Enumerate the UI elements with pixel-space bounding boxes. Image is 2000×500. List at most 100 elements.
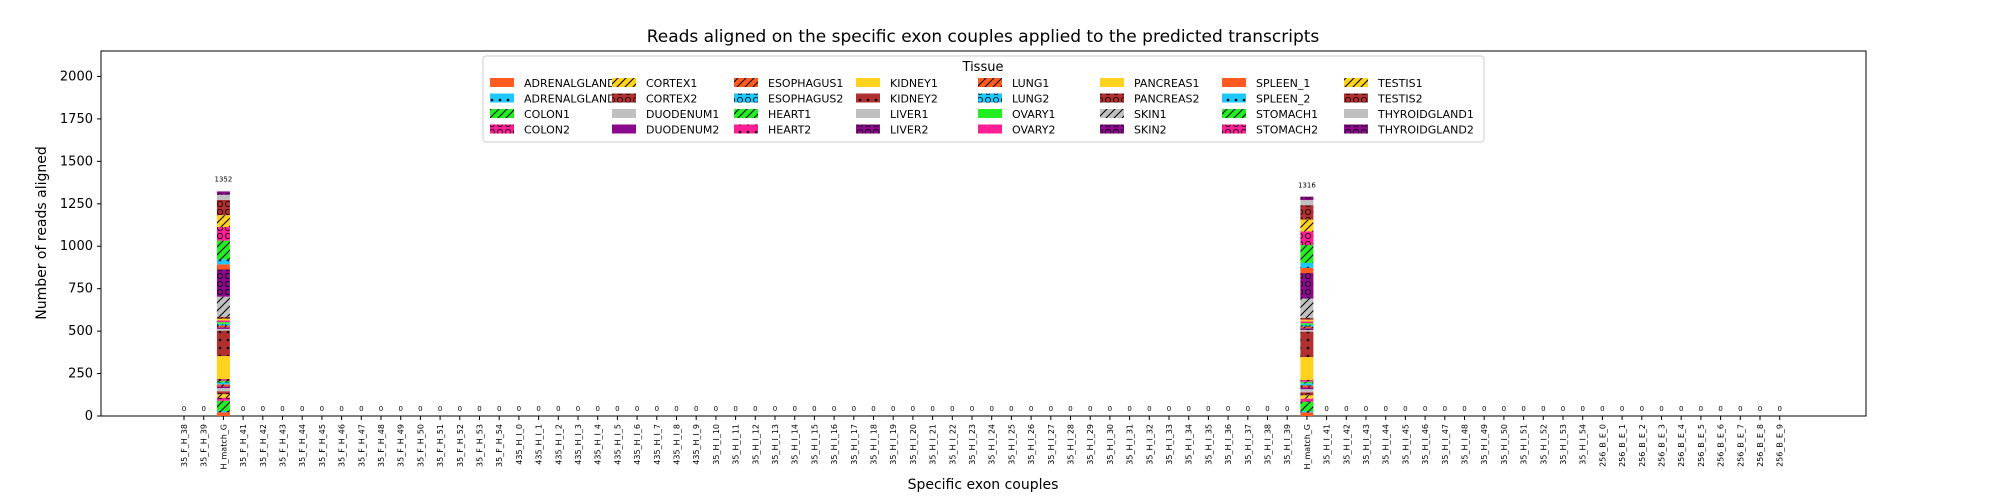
bar-total-label: 0 [989, 405, 993, 413]
y-tick-label: 1000 [60, 239, 93, 254]
x-tick-label: 35_H_I_26 [1027, 424, 1036, 465]
bar-total-label: 0 [773, 405, 777, 413]
bar-segment-adrenalgland1 [216, 412, 230, 416]
x-tick-label: 35_H_I_34 [1185, 424, 1194, 465]
bar-total-label: 0 [1679, 405, 1683, 413]
x-tick-label: 35_F_H_43 [279, 424, 288, 467]
legend-item: SKIN1 [1100, 108, 1167, 121]
x-tick-label: 35_F_H_49 [397, 424, 406, 467]
bar-segment-skin2 [1300, 273, 1314, 299]
legend-swatch [1100, 93, 1124, 103]
bar-total-label: 0 [1777, 405, 1781, 413]
bar-total-label: 0 [1344, 405, 1348, 413]
bar-total-label: 0 [950, 405, 954, 413]
bar-total-label: 0 [595, 405, 599, 413]
x-tick-label: 35_H_I_37 [1244, 424, 1253, 465]
legend-item: ADRENALGLAND1 [490, 77, 623, 90]
bar-segment-spleen-1 [216, 264, 230, 270]
x-tick-label: 35_H_I_10 [712, 424, 721, 465]
bar-segment-testis1 [216, 215, 230, 228]
bar-segment-cortex2 [216, 391, 230, 395]
bar-total-label: 0 [261, 405, 265, 413]
bar-segment-duodenum2 [216, 386, 230, 389]
bar-segment-stomach1 [216, 240, 230, 260]
x-tick-label: 35_H_I_20 [909, 424, 918, 465]
legend-label: CORTEX2 [646, 93, 697, 106]
bar-segment-spleen-2 [1300, 262, 1314, 268]
bar-total-label: 0 [379, 405, 383, 413]
legend-swatch [1344, 78, 1368, 87]
legend-swatch [490, 93, 514, 103]
x-tick-label: 35_F_H_53 [476, 424, 485, 467]
x-tick-label: 35_F_H_38 [180, 424, 189, 467]
legend-swatch [1222, 78, 1246, 87]
x-tick-label: 35_H_I_22 [948, 424, 957, 465]
legend-swatch [978, 93, 1002, 103]
legend-swatch [856, 109, 880, 118]
x-tick-label: 35_H_I_43 [1362, 424, 1371, 465]
x-tick-label: 256_B_E_3 [1658, 424, 1667, 467]
legend-swatch [856, 124, 880, 134]
bar-total-label: 0 [1364, 405, 1368, 413]
bar-total-label: 0 [1324, 405, 1328, 413]
bar-total-label: 0 [359, 405, 363, 413]
legend-label: DUODENUM1 [646, 108, 719, 121]
legend-label: HEART2 [768, 124, 811, 137]
legend-label: ADRENALGLAND1 [524, 77, 623, 90]
legend-item: PANCREAS1 [1100, 77, 1199, 90]
bar-total-label: 0 [1403, 405, 1407, 413]
legend-swatch [490, 124, 514, 134]
bar-total-label: 0 [576, 405, 580, 413]
bar-segment-testis2 [1300, 205, 1314, 220]
legend-label: SPLEEN_1 [1256, 77, 1310, 90]
bar-total-label: 0 [655, 405, 659, 413]
legend-item: DUODENUM1 [612, 108, 719, 121]
bar-segment-heart2 [1300, 380, 1314, 382]
bar-total-label: 0 [674, 405, 678, 413]
legend-label: TESTIS1 [1377, 77, 1423, 90]
legend-label: HEART1 [768, 108, 811, 121]
x-tick-label: 35_F_H_45 [318, 424, 327, 467]
x-tick-label: 35_H_I_47 [1441, 424, 1450, 465]
x-tick-label: 35_H_I_19 [889, 424, 898, 465]
bar-total-label: 0 [1718, 405, 1722, 413]
legend-swatch [490, 78, 514, 87]
legend-item: KIDNEY1 [856, 77, 938, 90]
legend-swatch [978, 109, 1002, 118]
bar-total-label: 0 [1108, 405, 1112, 413]
x-tick-label: 35_H_I_23 [968, 424, 977, 465]
legend-label: ESOPHAGUS2 [768, 93, 843, 106]
bar-total-label: 0 [1186, 405, 1190, 413]
legend-item: OVARY2 [978, 124, 1055, 137]
bar-value-labels: 0 0 1352 0 0 0 0 0 0 0 0 0 0 0 0 0 0 0 0 0 0 0 0 0 0 0 0 0 0 0 0 0 0 0 0 0 0… [182, 175, 1782, 413]
y-tick-label: 250 [68, 367, 93, 382]
legend-label: TESTIS2 [1377, 93, 1423, 106]
x-tick-label: 435_H_I_3 [574, 424, 583, 465]
bar-total-label: 0 [201, 405, 205, 413]
legend-label: COLON2 [524, 124, 570, 137]
legend-label: DUODENUM2 [646, 124, 719, 137]
bar-total-label: 0 [280, 405, 284, 413]
x-tick-label: 35_H_I_13 [771, 424, 780, 465]
x-tick-label: 35_F_H_52 [456, 424, 465, 467]
bar-total-label: 0 [458, 405, 462, 413]
x-tick-label: 35_H_I_52 [1539, 424, 1548, 465]
bar-segment-cortex1 [216, 394, 230, 398]
bar-total-label: 0 [1226, 405, 1230, 413]
bar-segment-thyroidgland1 [216, 194, 230, 200]
legend-item: ESOPHAGUS2 [734, 93, 843, 106]
legend-swatch [734, 78, 758, 87]
x-tick-label: 35_H_I_49 [1480, 424, 1489, 465]
legend-item: OVARY1 [978, 108, 1055, 121]
x-tick-label: 35_H_I_42 [1342, 424, 1351, 465]
bar-segment-pancreas1 [216, 318, 230, 321]
legend-label: OVARY2 [1012, 124, 1055, 137]
bar-total-label: 0 [1738, 405, 1742, 413]
legend-swatch [1344, 93, 1368, 103]
bar-total-label: 0 [1009, 405, 1013, 413]
y-tick-label: 0 [85, 409, 93, 424]
legend-swatch [612, 93, 636, 103]
bar-total-label: 0 [418, 405, 422, 413]
legend-item: COLON2 [490, 124, 570, 137]
